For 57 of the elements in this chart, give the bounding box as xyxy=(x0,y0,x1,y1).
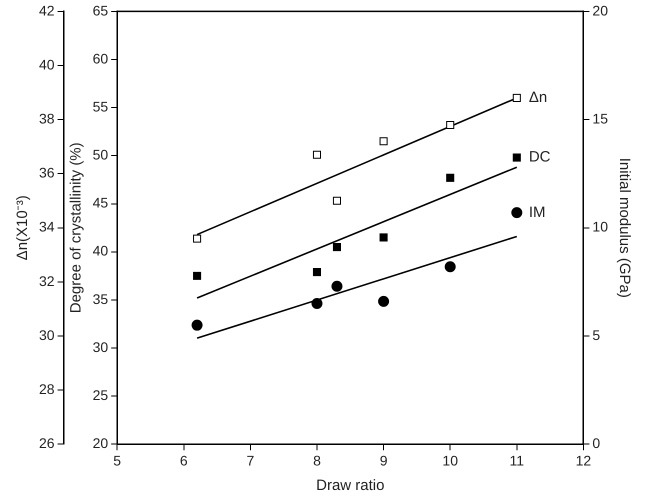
y-tick-label: 60 xyxy=(92,50,108,66)
y3-tick-label: 32 xyxy=(38,272,55,289)
x-tick-label: 6 xyxy=(180,452,188,468)
y3-axis-title: Δn(X10⁻³) xyxy=(14,195,32,260)
point xyxy=(446,120,454,130)
point xyxy=(192,320,203,331)
point xyxy=(312,268,322,276)
y2-tick-label: 20 xyxy=(592,2,608,18)
x-tick-label: 7 xyxy=(246,452,254,468)
y3-tick-label: 30 xyxy=(38,326,55,343)
x-tick-label: 9 xyxy=(380,452,388,468)
y3-tick-label: 36 xyxy=(38,164,55,181)
point xyxy=(512,154,521,162)
y-tick-label: 30 xyxy=(92,338,108,355)
y2-tick-label: 10 xyxy=(592,218,608,235)
y-tick-label: 45 xyxy=(92,194,108,211)
y-axis-title: Degree of crystallinity (%) xyxy=(68,142,85,314)
point xyxy=(331,280,342,292)
y3-tick-label: 40 xyxy=(38,56,55,72)
y2-axis-title: Initial modulus (GPa) xyxy=(616,158,633,298)
y-tick-label: 65 xyxy=(92,2,108,18)
point xyxy=(312,150,322,159)
y-tick-label: 50 xyxy=(92,146,108,163)
point xyxy=(378,296,390,307)
point xyxy=(446,174,454,182)
point xyxy=(512,94,521,102)
y3-tick-label: 34 xyxy=(38,218,55,235)
y-tick-label: 25 xyxy=(92,386,108,403)
point xyxy=(511,207,522,218)
point xyxy=(332,243,341,252)
x-tick-label: 12 xyxy=(576,452,592,468)
series-label: DC xyxy=(528,148,551,166)
point xyxy=(332,196,341,205)
y3-tick-label: 26 xyxy=(38,435,55,452)
y-tick-label: 40 xyxy=(92,242,108,259)
y2-tick-label: 15 xyxy=(592,110,608,126)
y-tick-label: 20 xyxy=(92,435,108,452)
x-axis-title: Draw ratio xyxy=(316,477,384,494)
y3-tick-label: 42 xyxy=(38,2,55,18)
y2-tick-label: 0 xyxy=(592,435,600,452)
y-tick-label: 55 xyxy=(92,98,108,114)
y3-tick-label: 38 xyxy=(38,110,55,126)
point xyxy=(193,272,202,280)
x-tick-label: 10 xyxy=(442,452,458,468)
x-tick-label: 8 xyxy=(313,452,322,468)
point xyxy=(193,234,202,243)
y2-tick-label: 5 xyxy=(592,326,600,343)
y3-tick-label: 28 xyxy=(38,380,55,397)
point xyxy=(380,233,388,242)
x-tick-label: 11 xyxy=(510,452,524,468)
series-label: Δn xyxy=(528,89,548,106)
point xyxy=(444,261,456,272)
point xyxy=(380,137,388,146)
x-tick-label: 5 xyxy=(113,452,122,468)
y-tick-label: 35 xyxy=(92,290,108,307)
series-label: IM xyxy=(528,204,546,221)
point xyxy=(311,298,322,310)
